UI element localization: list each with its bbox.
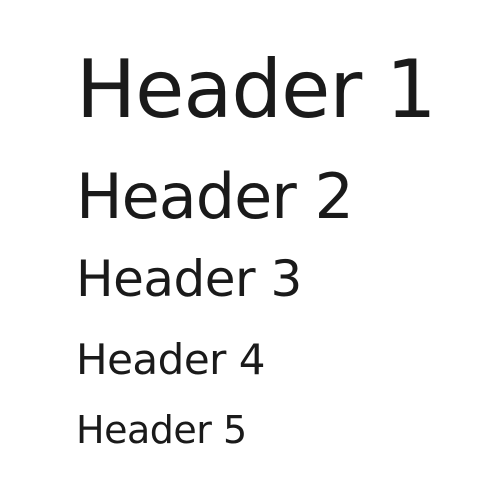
heading-level-1: Header 1 [76,43,437,136]
heading-level-5: Header 5 [76,408,247,452]
heading-level-4: Header 4 [76,335,266,384]
heading-level-3: Header 3 [76,250,302,308]
heading-level-2: Header 2 [76,160,354,233]
